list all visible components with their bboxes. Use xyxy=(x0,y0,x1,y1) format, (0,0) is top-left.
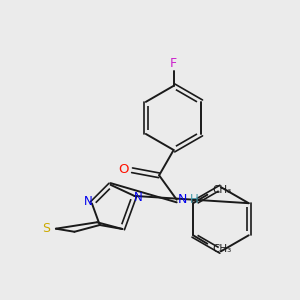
Text: N: N xyxy=(178,193,188,206)
Text: CH₃: CH₃ xyxy=(213,185,232,195)
Text: F: F xyxy=(170,57,177,70)
Text: S: S xyxy=(42,222,50,235)
Text: CH₃: CH₃ xyxy=(213,244,232,254)
Text: H: H xyxy=(190,193,199,206)
Text: O: O xyxy=(118,163,129,176)
Text: N: N xyxy=(134,191,143,204)
Text: N: N xyxy=(83,195,92,208)
